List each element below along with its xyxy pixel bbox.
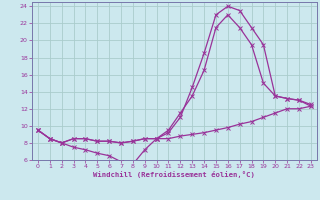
X-axis label: Windchill (Refroidissement éolien,°C): Windchill (Refroidissement éolien,°C): [93, 171, 255, 178]
